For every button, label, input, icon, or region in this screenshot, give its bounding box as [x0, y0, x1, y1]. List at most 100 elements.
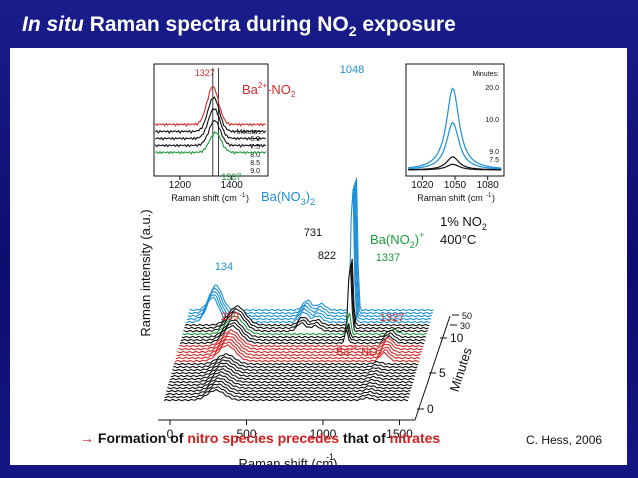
inset1-spectrum-3 [154, 119, 267, 148]
spectrum-line [163, 389, 409, 402]
annotation-sub: 3 [301, 197, 306, 207]
inset1-spectrum-1 [154, 96, 267, 134]
spectrum-line [173, 353, 419, 366]
inset2-legend-1: 10.0 [485, 117, 499, 124]
spectrum-line [164, 386, 410, 399]
caption-highlight1: nitro species precedes [187, 430, 340, 446]
peak-label-1337: 1337 [376, 252, 400, 264]
spectrum-line [179, 325, 425, 345]
caption: → Formation of nitro species precedes th… [80, 430, 440, 446]
spectrum-line [176, 339, 421, 357]
peak-label-731: 731 [304, 227, 322, 239]
inset2-spectrum-0 [408, 87, 502, 169]
spectrum-line [175, 341, 421, 360]
inset1-legend-title: Minutes: [237, 129, 264, 136]
inset1-spectrum-0 [154, 85, 266, 127]
inset1-peak-1327: 1327 [195, 68, 215, 78]
spectrum-mask [186, 188, 431, 325]
spectrum-line [169, 367, 415, 381]
inset2-tick-label-1: 1050 [444, 180, 467, 191]
annotation-close: ) [415, 232, 419, 247]
x-axis-label: Raman shift (cm) [239, 456, 338, 465]
spectrum-line [168, 371, 414, 384]
inset2-tick-label-0: 1020 [411, 180, 434, 191]
y-axis-label: Raman intensity (a.u.) [138, 209, 153, 336]
inset1-xlabel: Raman shift (cm [171, 193, 237, 203]
annotation-sup: + [419, 230, 424, 240]
peak-label-259: 259 [221, 311, 239, 323]
time-tick-label-1: 5 [439, 366, 446, 380]
inset1-title-sub: 2 [291, 90, 296, 99]
spectrum-line [165, 383, 411, 396]
inset1-xlabel-exp: -1 [240, 193, 246, 199]
time-tick-label-3: 30 [460, 321, 470, 331]
time-tick-label-2: 10 [450, 331, 464, 345]
x-tick-label-1: 500 [236, 427, 256, 441]
spectrum-line [188, 180, 433, 315]
spectrum-line [172, 359, 417, 372]
caption-highlight2: nitrates [389, 430, 441, 446]
inset1-legend-0: 6.0 [250, 136, 260, 143]
inset1-title-sup: 2+ [258, 81, 267, 90]
inset1-spectrum-2 [155, 107, 266, 141]
inset1-spectrum-4 [155, 131, 267, 155]
figure-panel: 0 500 1000 1500 Raman shift (cm) -1 Raman inte… [10, 48, 627, 471]
annotation-temperature: 400°C [440, 232, 476, 247]
inset1-tick-label-0: 1200 [169, 180, 192, 191]
spectrum-line [170, 365, 416, 378]
spectrum-line [166, 380, 411, 393]
inset2-xlabel-close: ) [492, 193, 495, 203]
spectrum-line [184, 258, 430, 327]
slide-title: In situ Raman spectra during NO2 exposur… [22, 13, 456, 39]
title-end: exposure [362, 13, 456, 36]
inset1-xlabel-close: ) [246, 193, 249, 203]
inset2-spectrum-3 [408, 163, 502, 171]
x-tick-label-2: 1000 [310, 427, 337, 441]
title-main: Raman spectra during NO [89, 13, 349, 36]
inset2-legend-3: 7.5 [489, 157, 499, 164]
annotation-sub2: 2 [310, 197, 315, 207]
annotation-no2-conc: 1% NO2 [440, 214, 487, 232]
spectrum-line [167, 377, 412, 390]
spectrum-line [179, 329, 424, 348]
spectrum-line [173, 355, 418, 369]
peak-label-822: 822 [318, 250, 336, 262]
annotation-ba-no2-plus: Ba(NO2)+ [370, 230, 424, 250]
citation: C. Hess, 2006 [526, 433, 603, 447]
spectrum-line [189, 177, 434, 312]
inset1-title-mid: -NO [267, 82, 291, 97]
annotation-ba-no3: Ba(NO3)2 [261, 189, 315, 207]
inset2-xlabel-exp: -1 [486, 193, 492, 199]
inset2-legend-2: 9.0 [489, 149, 499, 156]
annotation-close: ) [306, 189, 310, 204]
inset1-legend-1: 7.5 [250, 144, 260, 151]
peak-label-1048: 1048 [340, 64, 364, 76]
annotation-sub: 2 [378, 353, 382, 360]
x-tick-label-3: 1500 [386, 427, 413, 441]
annotation-sup: 2+ [349, 345, 357, 352]
caption-part1: Formation of [97, 430, 184, 446]
spectrum-line [178, 332, 423, 351]
annotation-dash: -NO [357, 346, 378, 358]
spectrum-mask [163, 389, 409, 403]
inset1-legend-3: 8.5 [250, 160, 260, 167]
spectrum-line [168, 373, 413, 387]
x-axis-label-exponent: -1 [326, 452, 334, 462]
inset2-xlabel: Raman shift (cm [417, 193, 483, 203]
spectrum-line [184, 262, 429, 330]
time-axis-label: Minutes [447, 345, 475, 393]
inset1-tick-label-1: 1400 [221, 180, 244, 191]
inset1-frame [153, 63, 269, 177]
spectrum-line [174, 344, 420, 363]
caption-part2: that of [342, 430, 386, 446]
annotation-sub: 2 [410, 240, 415, 250]
inset2-tick-label-2: 1080 [477, 180, 500, 191]
annotation-sub: 2 [482, 222, 487, 232]
spectrum-line [171, 362, 416, 375]
time-tick-label-4: 50 [462, 311, 472, 321]
annotation-ba-nitrite: Ba2+-NO2 [336, 345, 382, 360]
spectrum-line [181, 319, 427, 339]
spectrum-line [177, 335, 422, 354]
